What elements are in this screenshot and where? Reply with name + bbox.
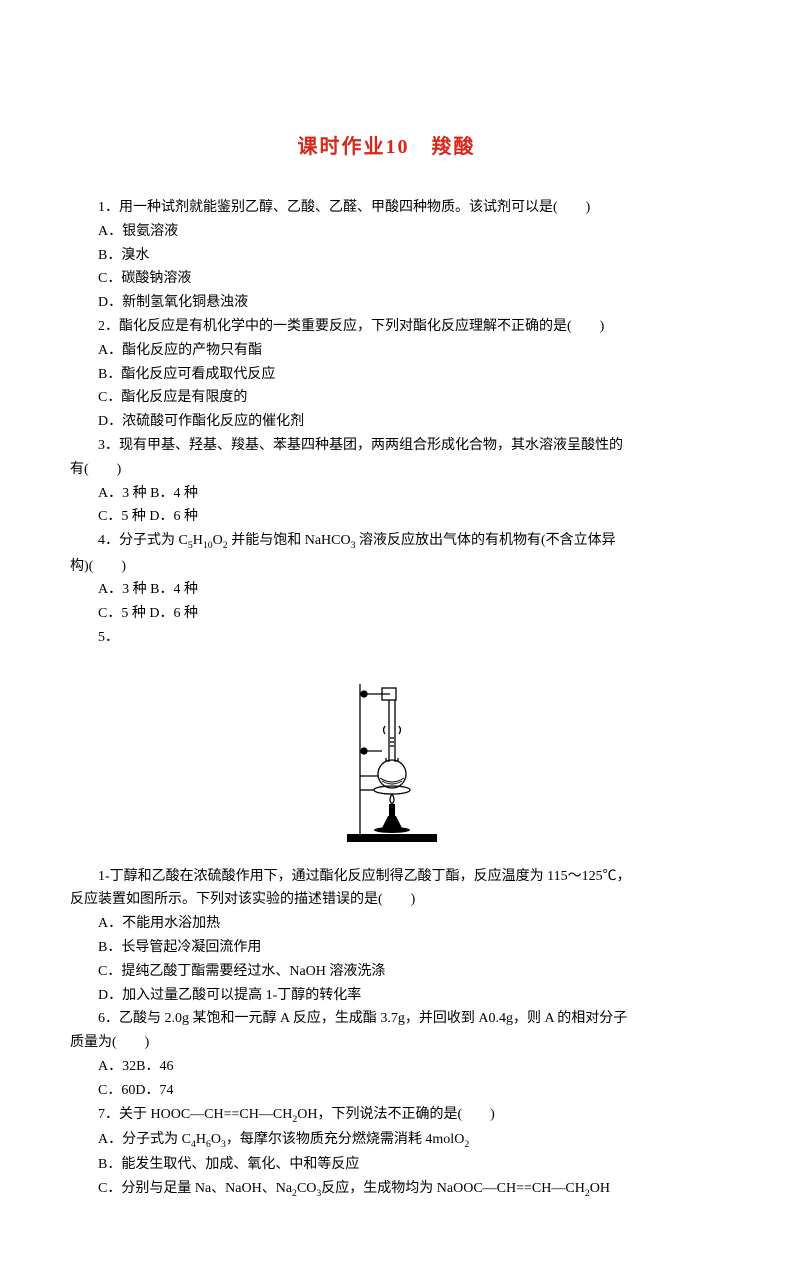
apparatus-diagram-icon: [312, 666, 462, 846]
q1-opt-a: A．银氨溶液: [70, 220, 703, 244]
q6-stem-line1: 6．乙酸与 2.0g 某饱和一元醇 A 反应，生成酯 3.7g，并回收到 A0.…: [70, 1007, 703, 1031]
q4-text-b: H: [193, 533, 203, 548]
q5-number: 5．: [70, 626, 703, 650]
q3-stem-line2: 有( ): [70, 458, 703, 482]
q7-text-b: OH，下列说法不正确的是( ): [297, 1107, 495, 1122]
q7a-text-d: ，每摩尔该物质充分燃烧需消耗 4molO: [226, 1132, 464, 1147]
q6-opt-ab: A．32B．46: [70, 1055, 703, 1079]
q6-opt-cd: C．60D．74: [70, 1079, 703, 1103]
q2-stem: 2．酯化反应是有机化学中的一类重要反应，下列对酯化反应理解不正确的是( ): [70, 315, 703, 339]
q2-opt-d: D．浓硫酸可作酯化反应的催化剂: [70, 410, 703, 434]
q7-text-a: 7．关于 HOOC—CH==CH—CH: [98, 1107, 292, 1122]
q3-opt-cd: C．5 种 D．6 种: [70, 505, 703, 529]
q7a-s4: 2: [464, 1139, 469, 1150]
q1-opt-d: D．新制氢氧化铜悬浊液: [70, 291, 703, 315]
q7c-text-d: OH: [590, 1181, 610, 1196]
q7a-text-c: O: [211, 1132, 221, 1147]
q2-opt-a: A．酯化反应的产物只有酯: [70, 339, 703, 363]
q5-opt-d: D．加入过量乙酸可以提高 1-丁醇的转化率: [70, 984, 703, 1008]
q3-stem-line1: 3．现有甲基、羟基、羧基、苯基四种基团，两两组合形成化合物，其水溶液呈酸性的: [70, 434, 703, 458]
page-title: 课时作业10 羧酸: [70, 130, 703, 164]
q4-text-c: O: [213, 533, 223, 548]
q5-body-line1: 1-丁醇和乙酸在浓硫酸作用下，通过酯化反应制得乙酸丁酯，反应温度为 115～12…: [70, 865, 703, 889]
q7a-text-b: H: [196, 1132, 206, 1147]
q2-opt-c: C．酯化反应是有限度的: [70, 386, 703, 410]
q4-text-a: 4．分子式为 C: [98, 533, 188, 548]
q1-opt-c: C．碳酸钠溶液: [70, 267, 703, 291]
q4-sub2: 10: [203, 540, 213, 551]
q5-body-line2: 反应装置如图所示。下列对该实验的描述错误的是( ): [70, 888, 703, 912]
q4-text-d: 并能与饱和 NaHCO: [228, 533, 351, 548]
q7c-text-b: CO: [297, 1181, 316, 1196]
q5-figure: [70, 666, 703, 855]
q4-opt-ab: A．3 种 B．4 种: [70, 578, 703, 602]
q7-opt-c: C．分别与足量 Na、NaOH、Na2CO3反应，生成物均为 NaOOC—CH=…: [70, 1177, 703, 1202]
q7-opt-a: A．分子式为 C4H6O3，每摩尔该物质充分燃烧需消耗 4molO2: [70, 1128, 703, 1153]
q7a-text-a: A．分子式为 C: [98, 1132, 191, 1147]
q6-stem-line2: 质量为( ): [70, 1031, 703, 1055]
q5-opt-c: C．提纯乙酸丁酯需要经过水、NaOH 溶液洗涤: [70, 960, 703, 984]
q5-opt-a: A．不能用水浴加热: [70, 912, 703, 936]
q4-text-e: 溶液反应放出气体的有机物有(不含立体异: [356, 533, 616, 548]
q7-stem: 7．关于 HOOC—CH==CH—CH2OH，下列说法不正确的是( ): [70, 1103, 703, 1128]
q7c-text-a: C．分别与足量 Na、NaOH、Na: [98, 1181, 292, 1196]
q7-opt-b: B．能发生取代、加成、氧化、中和等反应: [70, 1153, 703, 1177]
q2-opt-b: B．酯化反应可看成取代反应: [70, 363, 703, 387]
q4-stem-line2: 构)( ): [70, 555, 703, 579]
q3-opt-ab: A．3 种 B．4 种: [70, 482, 703, 506]
q1-stem: 1．用一种试剂就能鉴别乙醇、乙酸、乙醛、甲酸四种物质。该试剂可以是( ): [70, 196, 703, 220]
q1-opt-b: B．溴水: [70, 244, 703, 268]
q4-stem-line1: 4．分子式为 C5H10O2 并能与饱和 NaHCO3 溶液反应放出气体的有机物…: [70, 529, 703, 554]
q5-opt-b: B．长导管起冷凝回流作用: [70, 936, 703, 960]
q7c-text-c: 反应，生成物均为 NaOOC—CH==CH—CH: [321, 1181, 585, 1196]
q4-opt-cd: C．5 种 D．6 种: [70, 602, 703, 626]
